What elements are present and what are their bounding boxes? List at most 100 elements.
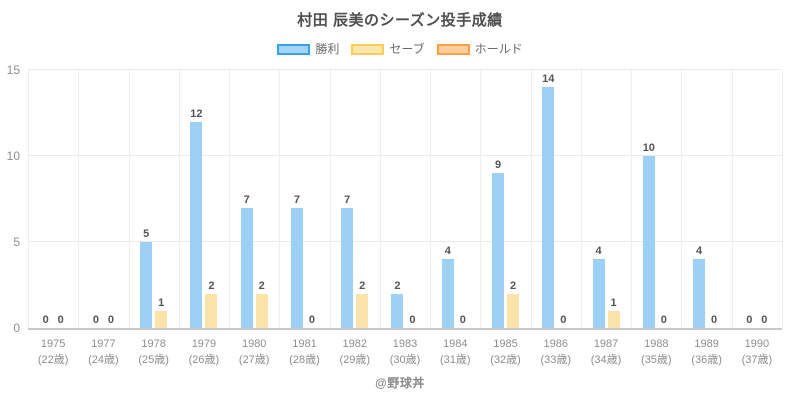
x-tick-age: (25歳) [138,354,169,366]
y-axis-tick-label: 0 [13,321,20,335]
bar-slot-save: 0 [708,70,720,328]
bar-slot-win: 0 [743,70,755,328]
x-axis-category-label: 1983 (30歳) [380,337,430,369]
bar-columns: 0 0 0 0 5 1 12 2 7 2 7 0 7 2 2 0 4 0 9 2 14 0 4 1 10 0 4 0 0 0 [28,70,782,328]
y-axis-tick-label: 5 [13,235,20,249]
gridline-horizontal [28,241,782,242]
x-axis-category-label: 1980 (27歳) [229,337,279,369]
legend-item-win[interactable]: 勝利 [277,42,339,56]
bar-value-label: 5 [143,228,150,240]
x-tick-age: (30歳) [389,354,421,366]
legend-item-save[interactable]: セーブ [351,42,425,56]
x-tick-age: (36歳) [691,354,722,366]
bar-save [607,310,620,328]
bar-win [592,259,605,328]
bar-slot-save: 2 [255,70,268,328]
gridline-vertical [128,70,130,328]
gridline-vertical [480,70,482,328]
gridline-vertical [681,70,683,328]
bar-value-label: 9 [494,159,502,172]
gridline-vertical [631,70,633,328]
bar-value-label: 0 [459,314,466,326]
x-tick-age: (32歳) [490,354,521,366]
x-axis-category-label: 1986 (33歳) [531,337,581,369]
bar-slot-win: 4 [592,70,605,328]
x-tick-year: 1986 [543,338,569,350]
bar-value-label: 7 [344,193,351,206]
gridline-horizontal [28,69,782,70]
x-axis-category-label: 1979 (26歳) [179,337,229,369]
legend-swatch-icon [436,43,470,55]
y-axis: 0 5 10 15 [0,64,20,334]
bar-save [507,293,520,328]
gridline-vertical [329,70,331,328]
bar-value-label: 0 [308,314,316,326]
bar-slot-save: 0 [306,70,318,328]
bar-slot-win: 0 [90,70,102,328]
credit-watermark: @野球丼 [375,376,425,390]
x-tick-year: 1984 [443,338,468,350]
bar-slot-win: 4 [441,70,454,328]
bar-value-label: 0 [409,314,416,326]
bar-save [205,293,218,328]
bar-win [542,87,555,328]
bar-slot-win: 4 [693,70,706,328]
category-column: 10 0 [631,70,681,328]
bar-value-label: 2 [394,279,401,292]
x-tick-year: 1983 [392,338,418,350]
bar-slot-win: 9 [492,70,505,328]
gridline-vertical [731,70,733,328]
gridline-vertical [229,70,231,328]
x-axis-category-label: 1982 (29歳) [330,337,380,369]
x-tick-age: (37歳) [741,354,773,366]
bar-value-label: 10 [642,142,655,154]
x-axis-category-label: 1978 (25歳) [129,337,179,369]
bar-win [492,173,505,328]
bar-value-label: 0 [92,314,99,326]
gridline-vertical [28,70,29,328]
bar-slot-save: 0 [557,70,569,328]
x-tick-age: (31歳) [439,354,471,366]
bar-win [391,293,404,328]
bar-value-label: 0 [42,314,49,326]
bar-win [642,156,655,328]
bar-win [290,207,303,328]
bar-slot-win: 10 [643,70,655,328]
legend-swatch-icon [351,43,385,55]
bar-slot-save: 2 [356,70,369,328]
x-axis-category-label: 1981 (28歳) [279,337,329,369]
bar-value-label: 0 [560,314,567,326]
bar-value-label: 7 [293,193,301,206]
bar-slot-win: 0 [40,70,52,328]
bar-slot-win: 2 [391,70,404,328]
x-tick-year: 1980 [241,338,267,350]
x-tick-year: 1982 [342,338,367,350]
bar-value-label: 0 [711,314,718,326]
bar-value-label: 0 [660,314,667,326]
gridline-vertical [178,70,180,328]
x-tick-year: 1975 [40,338,66,350]
bar-value-label: 0 [57,314,64,326]
x-tick-year: 1979 [191,338,217,350]
gridline-horizontal [28,155,782,156]
bar-slot-win: 12 [190,70,203,328]
chart-title: 村田 辰美のシーズン投手成績 [297,12,503,29]
x-tick-year: 1981 [292,338,317,350]
bar-save [356,293,369,328]
x-tick-age: (35歳) [641,354,672,366]
bar-value-label: 2 [258,279,265,292]
x-axis-category-label: 1975 (22歳) [28,337,78,369]
bar-slot-win: 14 [542,70,554,328]
x-axis-category-label: 1989 (36歳) [681,337,731,369]
x-tick-year: 1985 [493,338,518,350]
bar-win [140,242,153,328]
x-axis-category-label: 1987 (34歳) [581,337,631,369]
x-tick-age: (22歳) [37,354,69,366]
gridline-vertical [580,70,582,328]
bar-value-label: 2 [509,279,517,292]
legend-item-hold[interactable]: ホールド [436,42,523,56]
